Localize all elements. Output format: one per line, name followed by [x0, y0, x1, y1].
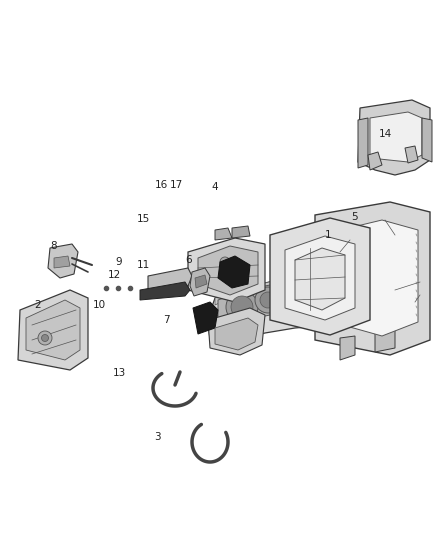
Text: 15: 15: [137, 214, 150, 223]
Polygon shape: [198, 246, 258, 295]
Polygon shape: [26, 300, 80, 360]
Text: 12: 12: [108, 270, 121, 280]
Polygon shape: [188, 238, 265, 302]
Circle shape: [231, 296, 253, 318]
Polygon shape: [195, 275, 207, 288]
Text: 7: 7: [163, 315, 170, 325]
Text: 5: 5: [351, 213, 358, 222]
Polygon shape: [218, 256, 250, 288]
Polygon shape: [193, 302, 218, 334]
Polygon shape: [358, 100, 430, 175]
Polygon shape: [215, 228, 232, 240]
Polygon shape: [208, 308, 265, 355]
Polygon shape: [232, 226, 250, 238]
Polygon shape: [270, 218, 370, 335]
Polygon shape: [358, 118, 368, 168]
Text: 11: 11: [137, 261, 150, 270]
Text: 1: 1: [325, 230, 332, 239]
Polygon shape: [370, 112, 422, 162]
Polygon shape: [415, 278, 425, 318]
Text: 10: 10: [93, 300, 106, 310]
Polygon shape: [48, 244, 78, 278]
Polygon shape: [218, 280, 295, 328]
Circle shape: [255, 287, 281, 313]
Text: 17: 17: [170, 181, 183, 190]
Text: 9: 9: [115, 257, 122, 267]
Polygon shape: [368, 152, 382, 170]
Circle shape: [226, 291, 258, 323]
Text: 4: 4: [211, 182, 218, 191]
Circle shape: [38, 331, 52, 345]
Polygon shape: [340, 336, 355, 360]
Polygon shape: [190, 268, 210, 296]
Circle shape: [220, 257, 230, 267]
Polygon shape: [54, 256, 70, 268]
Polygon shape: [140, 282, 190, 300]
Text: 3: 3: [154, 432, 161, 442]
Polygon shape: [375, 328, 395, 352]
Polygon shape: [295, 248, 345, 310]
Polygon shape: [208, 315, 230, 348]
Polygon shape: [285, 236, 355, 320]
Text: 13: 13: [113, 368, 126, 378]
Polygon shape: [215, 270, 420, 305]
Polygon shape: [332, 220, 418, 336]
Polygon shape: [315, 202, 430, 355]
Text: 16: 16: [155, 181, 168, 190]
Text: 14: 14: [379, 130, 392, 139]
Polygon shape: [215, 318, 258, 350]
Circle shape: [42, 335, 49, 342]
Polygon shape: [18, 290, 88, 370]
Text: 6: 6: [185, 255, 192, 265]
Text: 8: 8: [50, 241, 57, 251]
Polygon shape: [422, 118, 432, 162]
Polygon shape: [405, 146, 418, 163]
Polygon shape: [148, 268, 192, 292]
Circle shape: [260, 292, 276, 308]
Polygon shape: [208, 270, 420, 348]
Text: 2: 2: [34, 300, 41, 310]
